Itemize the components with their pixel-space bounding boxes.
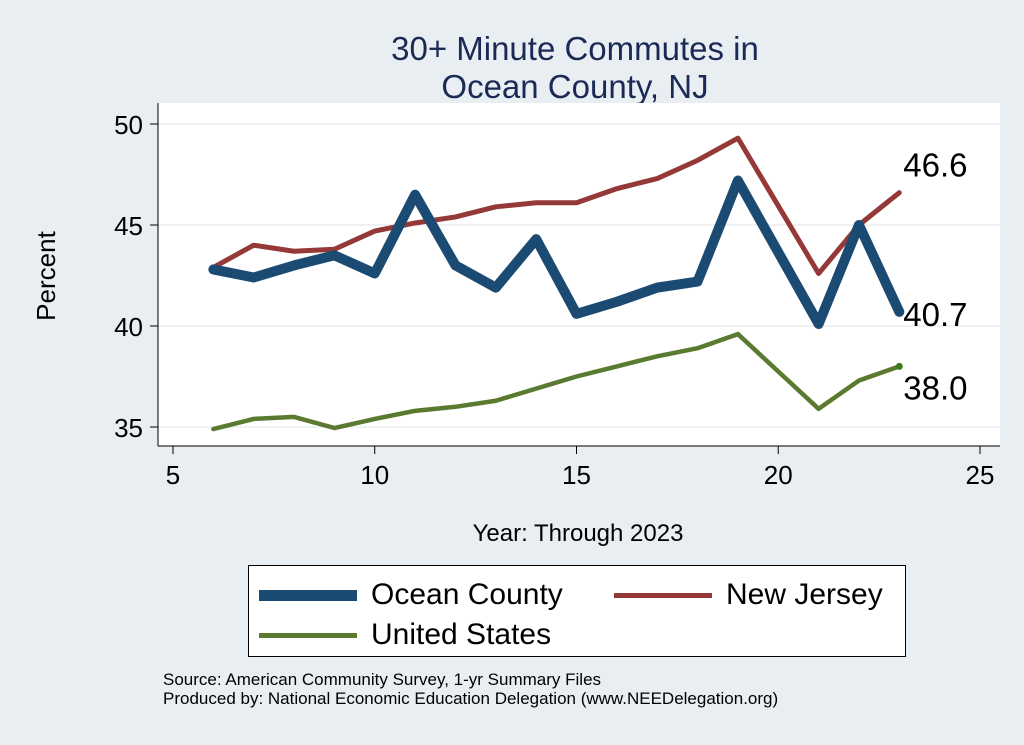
plot-area bbox=[158, 103, 1000, 446]
x-tick-label: 10 bbox=[360, 460, 389, 490]
y-tick-label: 50 bbox=[114, 110, 143, 140]
line-chart: 35 40 45 50 5 10 15 20 25 38.0 46.6 40.7 Percent Y… bbox=[31, 103, 1000, 547]
x-axis-label: Year: Through 2023 bbox=[473, 520, 684, 547]
end-label-united-states: 38.0 bbox=[903, 369, 967, 406]
end-labels: 38.0 46.6 40.7 bbox=[903, 147, 967, 407]
series-lines bbox=[208, 135, 905, 432]
x-tick-label: 5 bbox=[166, 460, 180, 490]
series-line-new-jersey bbox=[210, 135, 902, 276]
series-end-marker-united-states bbox=[895, 362, 903, 370]
legend: Ocean County New Jersey United States bbox=[248, 565, 906, 657]
chart-title-line-2: Ocean County, NJ bbox=[441, 68, 709, 105]
legend-item-ocean-county: Ocean County bbox=[259, 578, 563, 612]
y-tick-label: 40 bbox=[114, 312, 143, 342]
source-line-1: Source: American Community Survey, 1-yr … bbox=[163, 670, 602, 689]
series-line-united-states bbox=[211, 331, 902, 432]
x-tick-label: 25 bbox=[966, 460, 995, 490]
legend-swatch-united-states bbox=[259, 632, 357, 638]
legend-label-ocean-county: Ocean County bbox=[371, 578, 563, 611]
legend-swatch-ocean-county bbox=[259, 589, 357, 601]
legend-item-new-jersey: New Jersey bbox=[614, 578, 883, 612]
series-line-ocean-county bbox=[208, 175, 905, 329]
source-note: Source: American Community Survey, 1-yr … bbox=[163, 670, 778, 708]
legend-label-united-states: United States bbox=[371, 618, 552, 651]
x-tick-label: 20 bbox=[764, 460, 793, 490]
y-tick-label: 35 bbox=[114, 413, 143, 443]
end-label-ocean-county: 40.7 bbox=[903, 296, 967, 333]
legend-item-united-states: United States bbox=[259, 618, 551, 652]
legend-label-new-jersey: New Jersey bbox=[726, 578, 883, 611]
chart-title-line-1: 30+ Minute Commutes in bbox=[391, 30, 759, 67]
chart-title: 30+ Minute Commutes in Ocean County, NJ bbox=[0, 30, 1024, 106]
y-tick-label: 45 bbox=[114, 211, 143, 241]
source-line-2: Produced by: National Economic Education… bbox=[163, 689, 779, 708]
end-label-new-jersey: 46.6 bbox=[903, 147, 967, 184]
legend-swatch-new-jersey bbox=[614, 592, 712, 598]
x-tick-label: 15 bbox=[562, 460, 591, 490]
axes: 35 40 45 50 5 10 15 20 25 bbox=[114, 103, 1000, 490]
y-axis-label: Percent bbox=[31, 230, 61, 320]
